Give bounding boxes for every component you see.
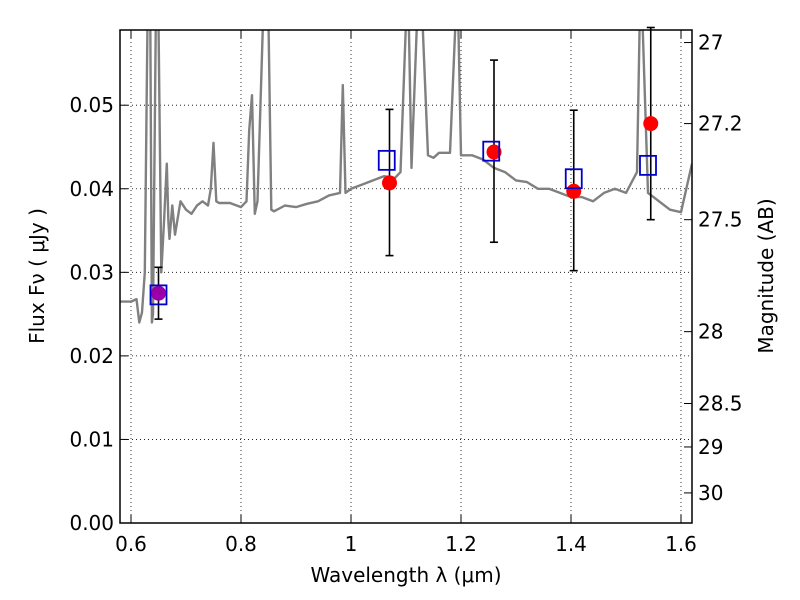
right-tick-label: 27.5 <box>698 208 743 232</box>
x-tick-label: 0.8 <box>225 532 257 556</box>
x-tick-label: 1 <box>345 532 358 556</box>
model-band-point <box>377 149 396 171</box>
model-band-point <box>149 284 168 306</box>
right-tick-label: 29 <box>698 435 723 459</box>
grid <box>120 30 692 524</box>
model-band-point <box>639 154 657 176</box>
observed-point <box>151 285 166 301</box>
y-tick-label: 0.03 <box>69 260 114 284</box>
observed-point <box>382 175 397 191</box>
right-axis-ticks: 27 27.2 27.5 28 28.5 29 30 <box>684 31 743 505</box>
y-tick-label: 0.00 <box>69 511 114 535</box>
x-tick-label: 1.4 <box>555 532 587 556</box>
x-axis-label: Wavelength λ (μm) <box>310 563 501 587</box>
y-tick-label: 0.02 <box>69 344 114 368</box>
x-tick-label: 0.6 <box>115 532 147 556</box>
observed-point <box>486 144 502 160</box>
model-band-point <box>564 168 583 190</box>
right-tick-label: 27.2 <box>698 112 743 136</box>
model-spectrum <box>120 30 692 324</box>
x-tick-label: 1.2 <box>445 532 477 556</box>
right-axis-label: Magnitude (AB) <box>754 198 778 353</box>
observed-point <box>566 183 582 199</box>
right-tick-label: 28.5 <box>698 392 743 416</box>
y-axis-ticks: 0.00 0.01 0.02 0.03 0.04 0.05 <box>69 93 128 535</box>
right-tick-label: 30 <box>698 481 723 505</box>
data-points <box>149 116 659 306</box>
observed-point <box>643 116 659 132</box>
y-tick-label: 0.05 <box>69 93 114 117</box>
plot-frame <box>119 29 693 524</box>
spectrum-line <box>120 30 692 324</box>
x-axis-ticks: 0.6 0.8 1 1.2 1.4 1.6 <box>115 30 697 556</box>
model-band-point <box>482 140 501 162</box>
right-tick-label: 27 <box>698 31 723 55</box>
x-tick-label: 1.6 <box>665 532 697 556</box>
y-tick-label: 0.04 <box>69 177 114 201</box>
y-axis-label: Flux Fν ( μJy ) <box>25 208 49 344</box>
right-tick-label: 28 <box>698 320 723 344</box>
y-tick-label: 0.01 <box>69 427 114 451</box>
